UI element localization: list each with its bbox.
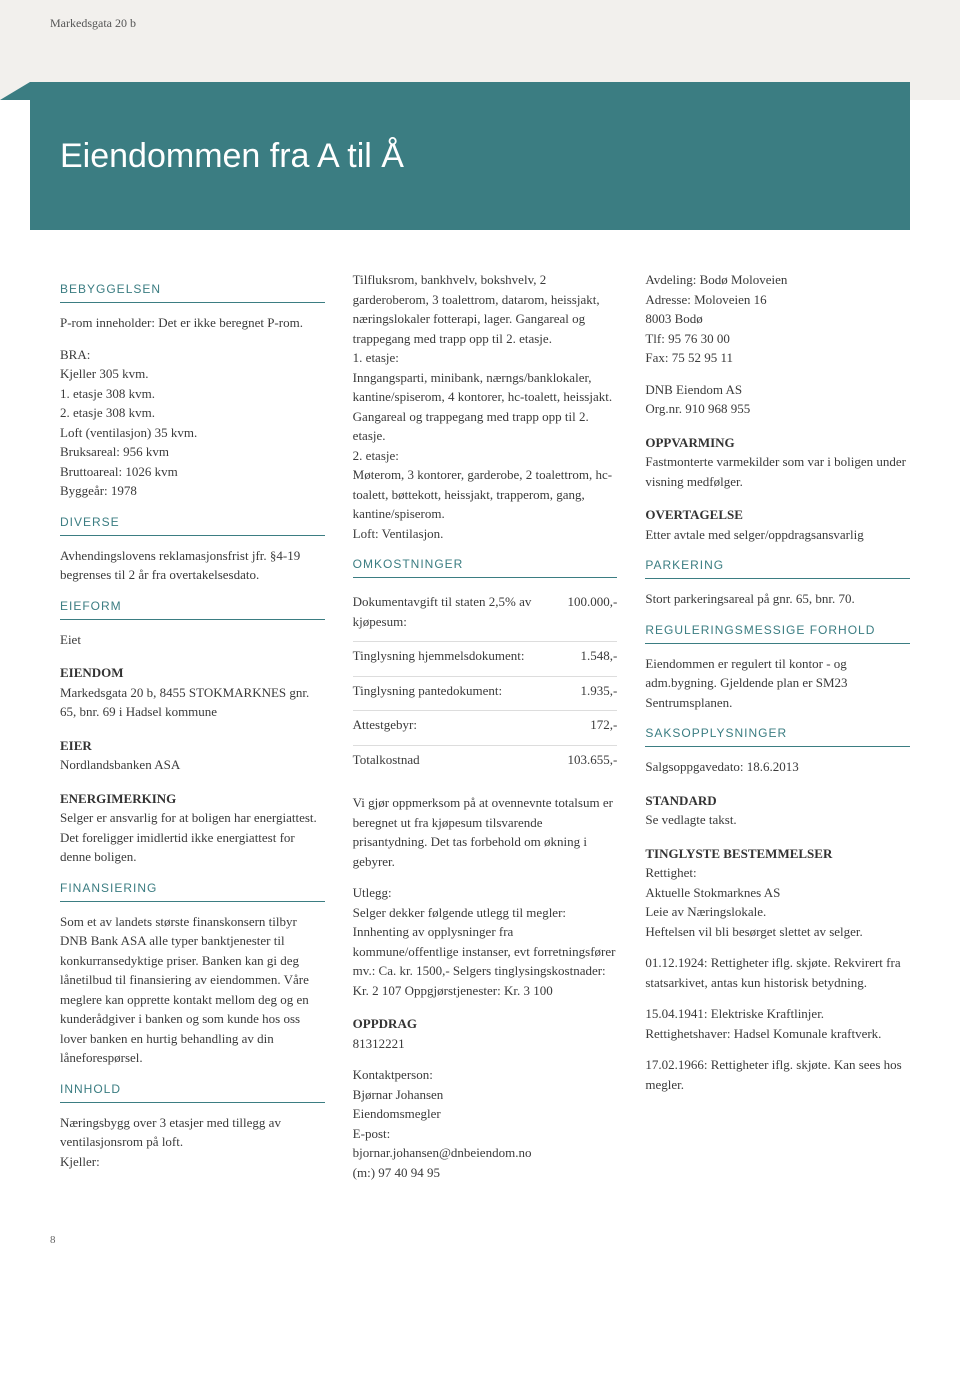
utlegg-label: Utlegg: <box>353 883 618 903</box>
e2-label: 2. etasje: <box>353 446 618 466</box>
e2-text: Møterom, 3 kontorer, garderobe, 2 toalet… <box>353 465 618 524</box>
epost-val: bjornar.johansen@dnbeiendom.no <box>353 1143 618 1163</box>
head-parkering: PARKERING <box>645 556 910 579</box>
avd-l2: Adresse: Moloveien 16 <box>645 290 910 310</box>
parkering-p1: Stort parkeringsareal på gnr. 65, bnr. 7… <box>645 589 910 609</box>
contact-role: Eiendomsmegler <box>353 1104 618 1124</box>
avd-l1: Avdeling: Bodø Moloveien <box>645 270 910 290</box>
oppvarming-p1: Fastmonterte varmekilder som var i bolig… <box>645 452 910 491</box>
head-regulering: REGULERINGSMESSIGE FORHOLD <box>645 621 910 644</box>
eier-p1: Nordlandsbanken ASA <box>60 755 325 775</box>
avd-l3: 8003 Bodø <box>645 309 910 329</box>
cost-label: Dokumentavgift til staten 2,5% av kjøpes… <box>353 592 568 631</box>
avd-l5: Fax: 75 52 95 11 <box>645 348 910 368</box>
tinglyst-l2: Aktuelle Stokmarknes AS <box>645 883 910 903</box>
e1-text: Inngangsparti, minibank, nærngs/bankloka… <box>353 368 618 446</box>
head-standard: STANDARD <box>645 791 910 811</box>
head-oppdrag: OPPDRAG <box>353 1014 618 1034</box>
diverse-p1: Avhendingslovens reklamasjonsfrist jfr. … <box>60 546 325 585</box>
utlegg-text: Selger dekker følgende utlegg til megler… <box>353 903 618 1001</box>
cost-label: Attestgebyr: <box>353 715 591 735</box>
energi-p1: Selger er ansvarlig for at boligen har e… <box>60 808 325 867</box>
avd-orgnr: Org.nr. 910 968 955 <box>645 399 910 419</box>
col-1: BEBYGGELSEN P-rom inneholder: Det er ikk… <box>60 270 325 1182</box>
bra-l4: Loft (ventilasjon) 35 kvm. <box>60 423 325 443</box>
banner-wrap: Eiendommen fra A til Å <box>0 100 960 230</box>
head-overtagelse: OVERTAGELSE <box>645 505 910 525</box>
head-finans: FINANSIERING <box>60 879 325 902</box>
cost-row: Totalkostnad103.655,- <box>353 746 618 780</box>
cost-value: 1.935,- <box>581 681 618 701</box>
cost-value: 100.000,- <box>568 592 618 631</box>
avd-company: DNB Eiendom AS <box>645 380 910 400</box>
e1-label: 1. etasje: <box>353 348 618 368</box>
head-eier: EIER <box>60 736 325 756</box>
bra-l3: 2. etasje 308 kvm. <box>60 403 325 423</box>
head-saks: SAKSOPPLYSNINGER <box>645 724 910 747</box>
cost-row: Tinglysning pantedokument:1.935,- <box>353 677 618 712</box>
bra-l1: Kjeller 305 kvm. <box>60 364 325 384</box>
head-tinglyst: TINGLYSTE BESTEMMELSER <box>645 844 910 864</box>
tinglyst-l1: Rettighet: <box>645 863 910 883</box>
head-eieform: EIEFORM <box>60 597 325 620</box>
finans-p1: Som et av landets største finanskonsern … <box>60 912 325 1068</box>
tinglyst-p4: 17.02.1966: Rettigheter iflg. skjøte. Ka… <box>645 1055 910 1094</box>
head-omkost: OMKOSTNINGER <box>353 555 618 578</box>
tinglyst-l4: Heftelsen vil bli besørget slettet av se… <box>645 922 910 942</box>
epost-label: E-post: <box>353 1124 618 1144</box>
bra-l2: 1. etasje 308 kvm. <box>60 384 325 404</box>
overtagelse-p1: Etter avtale med selger/oppdragsansvarli… <box>645 525 910 545</box>
innhold-cont-p1: Tilfluksrom, bankhvelv, bokshvelv, 2 gar… <box>353 270 618 348</box>
head-oppvarming: OPPVARMING <box>645 433 910 453</box>
cost-value: 1.548,- <box>581 646 618 666</box>
phone-val: (m:) 97 40 94 95 <box>353 1163 618 1183</box>
contact-name: Bjørnar Johansen <box>353 1085 618 1105</box>
tinglyst-l3: Leie av Næringslokale. <box>645 902 910 922</box>
head-innhold: INNHOLD <box>60 1080 325 1103</box>
bra-l7: Byggeår: 1978 <box>60 481 325 501</box>
tinglyst-p2: 01.12.1924: Rettigheter iflg. skjøte. Re… <box>645 953 910 992</box>
head-eiendom: EIENDOM <box>60 663 325 683</box>
cost-row: Tinglysning hjemmelsdokument:1.548,- <box>353 642 618 677</box>
header-address: Markedsgata 20 b <box>50 16 136 30</box>
loft-text: Loft: Ventilasjon. <box>353 524 618 544</box>
head-diverse: DIVERSE <box>60 513 325 536</box>
contact-label: Kontaktperson: <box>353 1065 618 1085</box>
bra-label: BRA: <box>60 345 325 365</box>
cost-row: Attestgebyr:172,- <box>353 711 618 746</box>
omkost-p1: Vi gjør oppmerksom på at ovennevnte tota… <box>353 793 618 871</box>
oppdrag-num: 81312221 <box>353 1034 618 1054</box>
saks-p1: Salgsoppgavedato: 18.6.2013 <box>645 757 910 777</box>
cost-value: 103.655,- <box>568 750 618 770</box>
eiendom-p1: Markedsgata 20 b, 8455 STOKMARKNES gnr. … <box>60 683 325 722</box>
head-bebyggelsen: BEBYGGELSEN <box>60 280 325 303</box>
cost-row: Dokumentavgift til staten 2,5% av kjøpes… <box>353 588 618 642</box>
page-number: 8 <box>0 1222 960 1269</box>
innhold-p1: Næringsbygg over 3 etasjer med tillegg a… <box>60 1113 325 1152</box>
cost-label: Totalkostnad <box>353 750 568 770</box>
cost-label: Tinglysning pantedokument: <box>353 681 581 701</box>
bra-l6: Bruttoareal: 1026 kvm <box>60 462 325 482</box>
innhold-p2: Kjeller: <box>60 1152 325 1172</box>
avd-l4: Tlf: 95 76 30 00 <box>645 329 910 349</box>
banner-title: Eiendommen fra A til Å <box>60 131 404 182</box>
content: BEBYGGELSEN P-rom inneholder: Det er ikk… <box>0 270 960 1222</box>
regulering-p1: Eiendommen er regulert til kontor - og a… <box>645 654 910 713</box>
bra-block: BRA: Kjeller 305 kvm. 1. etasje 308 kvm.… <box>60 345 325 501</box>
col-2: Tilfluksrom, bankhvelv, bokshvelv, 2 gar… <box>353 270 618 1182</box>
cost-value: 172,- <box>590 715 617 735</box>
banner: Eiendommen fra A til Å <box>30 82 910 230</box>
tinglyst-p3: 15.04.1941: Elektriske Kraftlinjer. Rett… <box>645 1004 910 1043</box>
cost-table: Dokumentavgift til staten 2,5% av kjøpes… <box>353 588 618 779</box>
head-energi: ENERGIMERKING <box>60 789 325 809</box>
eieform-p1: Eiet <box>60 630 325 650</box>
cost-label: Tinglysning hjemmelsdokument: <box>353 646 581 666</box>
standard-p1: Se vedlagte takst. <box>645 810 910 830</box>
col-3: Avdeling: Bodø Moloveien Adresse: Molove… <box>645 270 910 1182</box>
bra-l5: Bruksareal: 956 kvm <box>60 442 325 462</box>
bebyggelsen-p1: P-rom inneholder: Det er ikke beregnet P… <box>60 313 325 333</box>
